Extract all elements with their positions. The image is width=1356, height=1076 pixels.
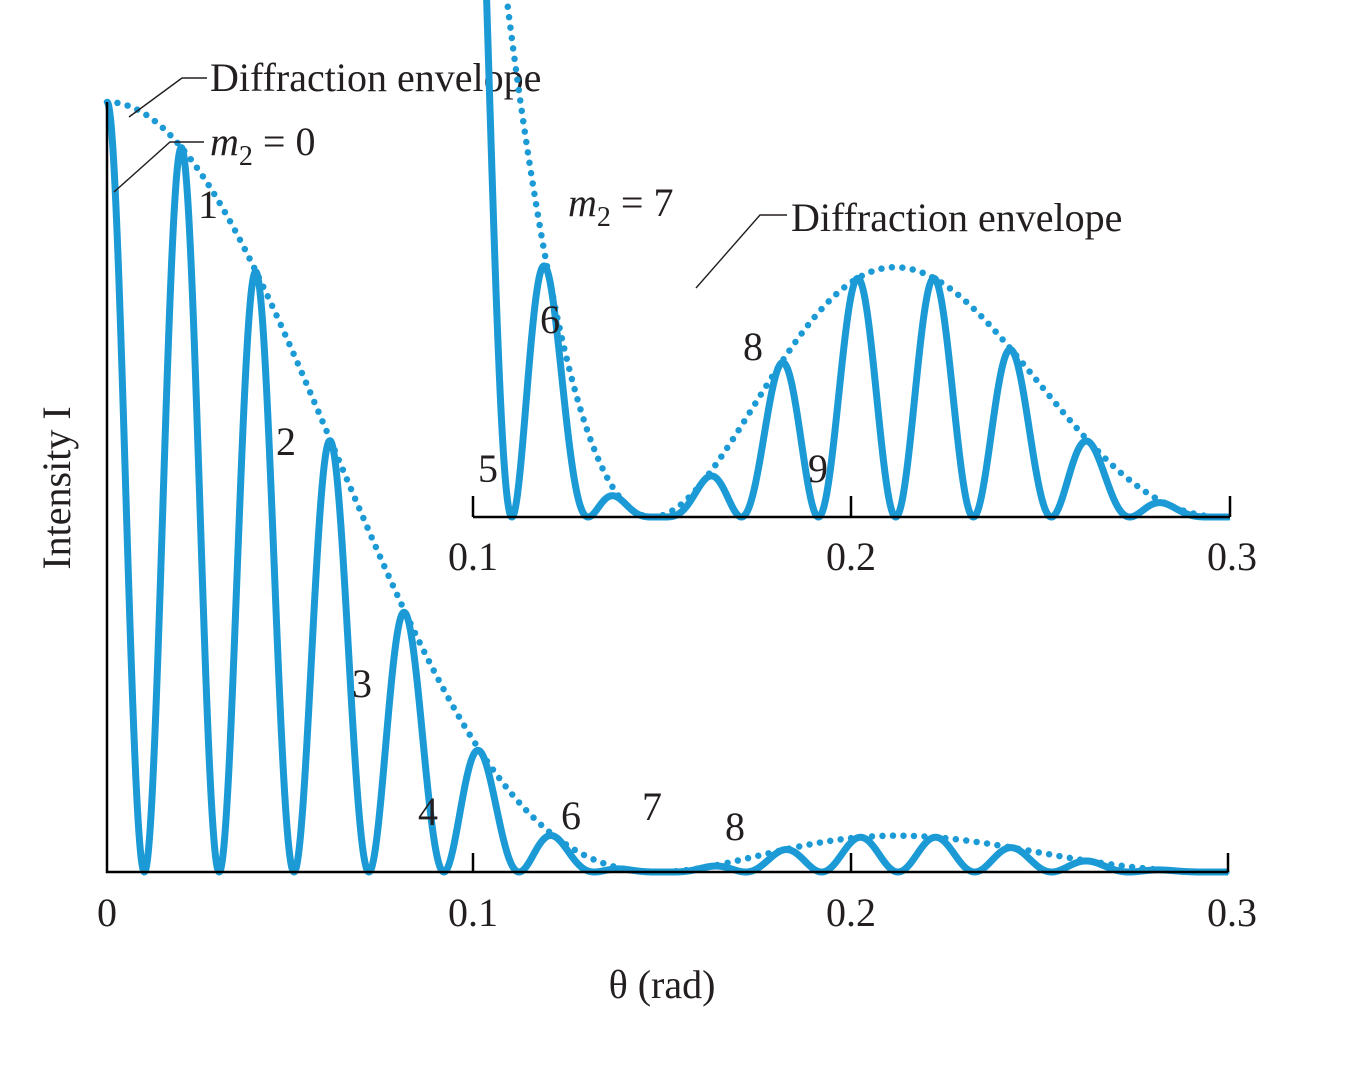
main-tick-label-0.3: 0.3: [1207, 890, 1257, 935]
main-order-label-7: 7: [642, 784, 662, 829]
inset-order-label-5: 5: [478, 446, 498, 491]
inset-m2-subscript: 2: [597, 202, 611, 233]
main-order-label-6: 6: [561, 793, 581, 838]
y-axis-label: Intensity I: [34, 406, 79, 569]
inset-plot: 0.1 0.2 0.3 Diffraction envelope m2 = 7 …: [448, 0, 1257, 579]
inset-m2-label: m2 = 7: [568, 180, 673, 233]
main-m2-leader: [113, 141, 204, 193]
inset-tick-label-0.3: 0.3: [1207, 534, 1257, 579]
inset-diffraction-envelope-curve: [503, 0, 1234, 521]
inset-m2-symbol: m: [568, 180, 597, 225]
main-m2-symbol: m: [210, 119, 239, 164]
main-tick-label-0.1: 0.1: [448, 890, 498, 935]
main-envelope-leader: [128, 77, 207, 118]
inset-order-label-9: 9: [808, 446, 828, 491]
main-axes: [105, 102, 1228, 874]
main-order-label-4: 4: [418, 789, 438, 834]
inset-envelope-label: Diffraction envelope: [791, 195, 1122, 240]
x-axis-label: θ (rad): [609, 962, 716, 1007]
main-m2-label: m2 = 0: [210, 119, 315, 172]
inset-order-label-6: 6: [540, 297, 560, 342]
main-order-label-1: 1: [198, 182, 218, 227]
inset-m2-value: = 7: [611, 180, 674, 225]
inset-tick-label-0.2: 0.2: [826, 534, 876, 579]
main-order-label-3: 3: [352, 661, 372, 706]
inset-intensity-curve: [483, 0, 1234, 521]
inset-order-label-8: 8: [743, 324, 763, 369]
main-order-label-8: 8: [725, 804, 745, 849]
inset-envelope-leader: [695, 214, 787, 289]
main-tick-label-0.2: 0.2: [826, 890, 876, 935]
main-m2-value: = 0: [253, 119, 316, 164]
inset-tick-label-0.1: 0.1: [448, 534, 498, 579]
main-order-label-2: 2: [276, 419, 296, 464]
main-tick-label-0: 0: [97, 890, 117, 935]
main-m2-subscript: 2: [239, 141, 253, 172]
